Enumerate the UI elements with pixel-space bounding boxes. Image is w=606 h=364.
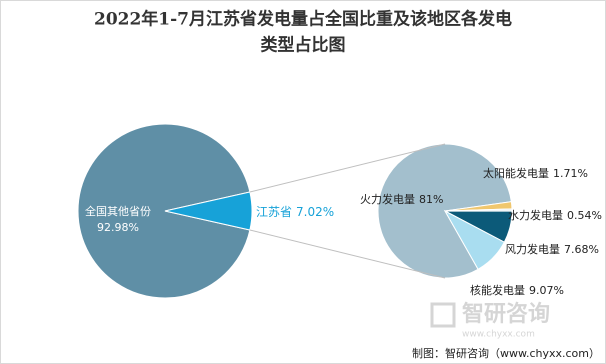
slice-label: 风力发电量 7.68% [505,242,599,256]
source: 制图：智研咨询（www.chyxx.com） [412,346,600,360]
watermark-url: www.chyxx.com [462,330,535,340]
slice-value: 9.07% [529,284,564,297]
slice-value: 92.98% [97,221,139,234]
slice-value: 7.02% [296,205,334,219]
slice-label: 火力发电量 81% [360,192,443,206]
connector [249,229,446,279]
slice-category: 太阳能发电量 [483,166,549,180]
slice-label: 太阳能发电量 1.71% [483,166,588,180]
chart-title: 类型占比图 [261,35,346,56]
slice-category: 核能发电量 [470,283,525,297]
slice-category: 风力发电量 [505,242,560,256]
slice-label: 水力发电量 0.54% [508,208,602,222]
slice-value: 1.71% [553,167,588,180]
slice-label: 江苏省 7.02% [256,205,334,219]
connector [249,143,446,193]
chart-title: 2022年1-7月江苏省发电量占全国比重及该地区各发电 [94,9,512,30]
slice-category: 水力发电量 [508,208,563,222]
pie-slice [164,191,253,231]
pie-slice [77,123,251,299]
slice-category: 江苏省 [256,205,292,219]
slice-label: 核能发电量 9.07% [470,283,564,297]
slice-value: 7.68% [564,243,599,256]
logo-icon [430,302,456,328]
watermark-name: 智研咨询 [462,301,550,327]
slice-value: 81% [419,193,443,206]
slice-label: 全国其他省份 92.98% [85,204,151,234]
watermark-logo: 智研咨询 www.chyxx.com [430,301,550,340]
pie-slice [443,209,505,270]
slice-category: 全国其他省份 [85,204,151,218]
slice-category: 火力发电量 [360,192,415,206]
slice-value: 0.54% [567,209,602,222]
